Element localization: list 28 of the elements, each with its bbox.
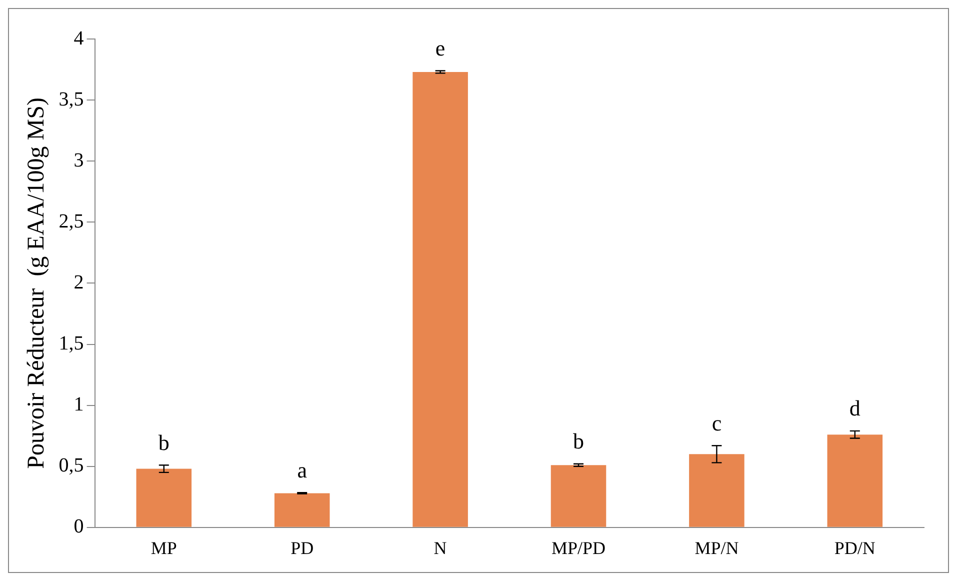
- x-tick-label: MP/N: [694, 538, 739, 558]
- annotation: b: [573, 428, 584, 454]
- x-tick-label: N: [434, 538, 447, 558]
- annotation: e: [435, 36, 446, 61]
- y-tick-label: 0,5: [58, 454, 84, 477]
- y-tick-label: 2,5: [58, 210, 84, 232]
- x-tick-label: PD: [290, 538, 314, 558]
- bar: [274, 493, 330, 527]
- y-tick-label: 1,5: [58, 332, 84, 354]
- y-axis-title: Pouvoir Réducteur (g EAA/100g MS): [24, 98, 50, 469]
- annotation: c: [712, 410, 722, 436]
- y-tick-label: 2: [74, 271, 84, 294]
- annotation: b: [158, 430, 170, 455]
- y-tick-label: 1: [74, 394, 84, 416]
- x-tick-label: MP: [150, 538, 177, 558]
- y-tick-label: 4: [74, 27, 84, 50]
- annotation: a: [297, 457, 308, 482]
- y-tick-label: 3: [74, 149, 84, 172]
- bar: [550, 465, 606, 527]
- bar: [412, 72, 468, 527]
- x-tick-label: PD/N: [834, 538, 876, 558]
- y-tick-label: 0: [74, 516, 84, 538]
- y-tick-label: 3,5: [58, 88, 84, 110]
- annotation: d: [849, 396, 860, 421]
- x-tick-label: MP/PD: [551, 538, 606, 558]
- bar: [827, 434, 883, 527]
- bar: [136, 468, 192, 527]
- bar: [689, 454, 744, 527]
